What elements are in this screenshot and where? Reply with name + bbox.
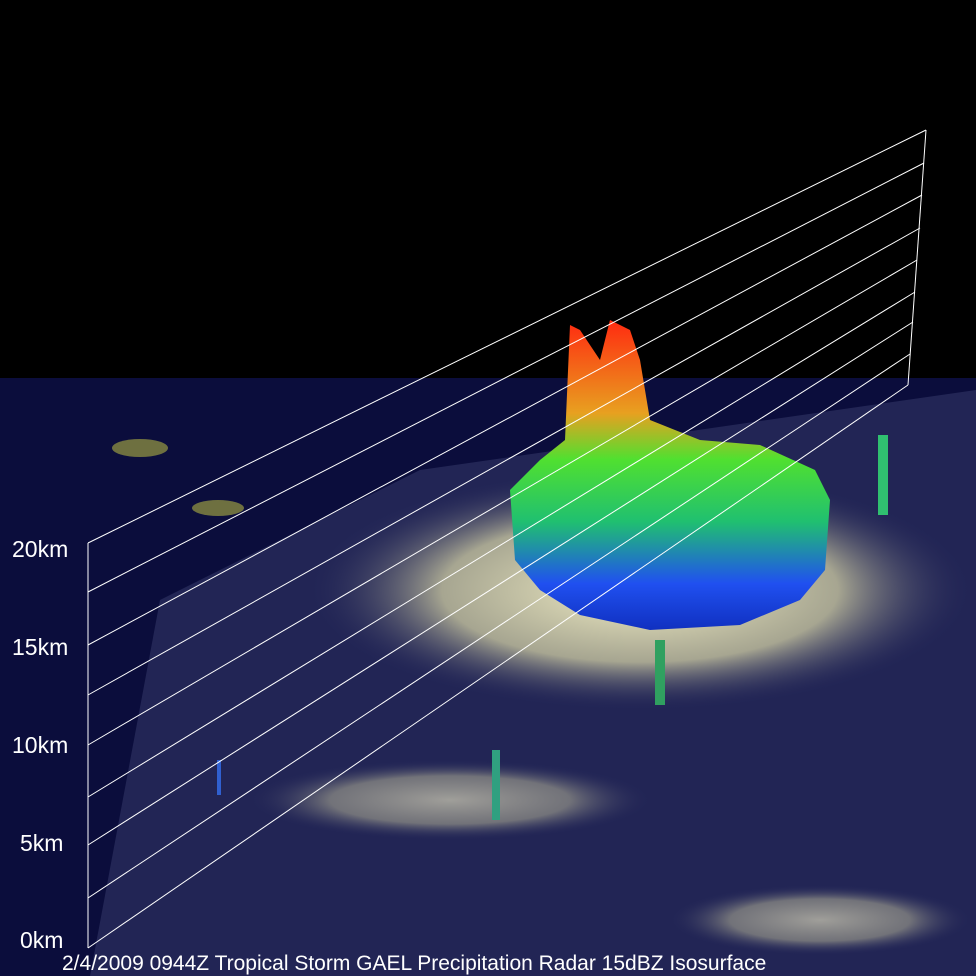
rain-cell <box>492 750 500 820</box>
storm-isosurface <box>510 320 830 630</box>
rain-band <box>250 760 650 840</box>
axis-label: 10km <box>12 732 68 758</box>
rain-cell <box>878 435 888 515</box>
grid-line <box>87 384 909 949</box>
grid-line <box>87 162 925 593</box>
axis-label: 5km <box>20 830 63 856</box>
axis-label: 0km <box>20 927 63 953</box>
rain-cell <box>217 760 221 795</box>
axis-label: 15km <box>12 634 68 660</box>
caption: 2/4/2009 0944Z Tropical Storm GAEL Preci… <box>62 952 766 975</box>
axis-label: 20km <box>12 536 68 562</box>
grid <box>87 129 927 949</box>
grid-line <box>87 227 921 696</box>
axis-line <box>907 129 927 386</box>
rain-cell <box>655 640 665 705</box>
island <box>192 500 244 516</box>
grid-line <box>87 353 911 899</box>
island <box>112 439 168 457</box>
grid-line <box>87 291 916 798</box>
grid-line <box>87 129 927 544</box>
grid-line <box>87 321 914 846</box>
rain-band <box>670 885 970 955</box>
grid-line <box>87 259 918 746</box>
grid-line <box>87 194 923 646</box>
sky <box>0 0 976 378</box>
